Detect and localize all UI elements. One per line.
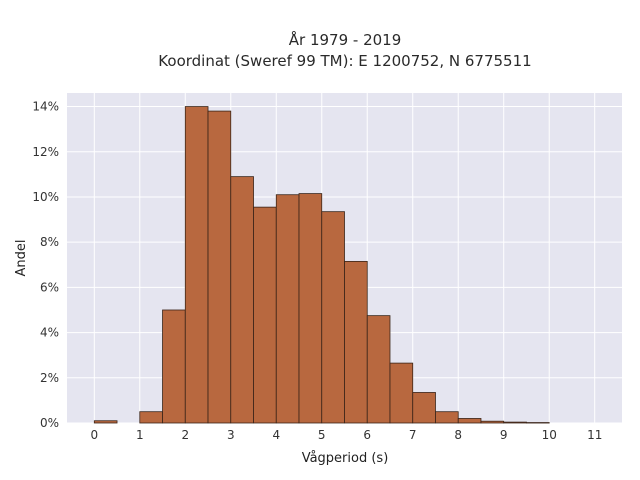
histogram-bar (526, 422, 550, 424)
x-tick-label: 0 (90, 428, 98, 442)
histogram-bar (162, 309, 186, 424)
y-tick-label: 6% (40, 280, 59, 294)
histogram-bar (435, 411, 459, 424)
histogram-bar (184, 106, 209, 424)
histogram-bar (139, 411, 163, 424)
x-axis-label: Vågperiod (s) (302, 451, 389, 466)
histogram-bar (457, 418, 482, 424)
chart-title-line-2: Koordinat (Sweref 99 TM): E 1200752, N 6… (158, 52, 531, 70)
y-axis-ticks: 0% 2% 4% 6% 8% 10% 12% 14% (32, 100, 59, 430)
histogram-bar (480, 420, 505, 424)
histogram-bar (298, 193, 323, 424)
x-tick-label: 3 (227, 428, 235, 442)
histogram-bar (275, 194, 300, 424)
histogram-bar (230, 176, 254, 424)
x-tick-label: 6 (363, 428, 371, 442)
x-tick-label: 4 (272, 428, 280, 442)
y-tick-label: 12% (32, 145, 59, 159)
x-tick-label: 8 (454, 428, 462, 442)
histogram-bar (389, 362, 414, 424)
y-tick-label: 4% (40, 326, 59, 340)
y-tick-label: 0% (40, 416, 59, 430)
y-tick-label: 14% (32, 100, 59, 114)
x-tick-label: 2 (181, 428, 189, 442)
histogram-bar (207, 110, 232, 424)
x-tick-label: 10 (542, 428, 557, 442)
y-tick-label: 2% (40, 371, 59, 385)
x-tick-label: 1 (136, 428, 144, 442)
histogram-bar (321, 211, 345, 424)
histogram-bar (253, 206, 277, 424)
x-tick-label: 9 (500, 428, 508, 442)
chart-title-line-1: År 1979 - 2019 (289, 30, 402, 49)
histogram-bar (412, 392, 436, 424)
x-tick-label: 11 (587, 428, 602, 442)
histogram-bar (93, 420, 118, 424)
y-tick-label: 8% (40, 235, 59, 249)
histogram-bar (503, 421, 527, 424)
x-tick-label: 7 (409, 428, 417, 442)
x-axis-ticks: 0 1 2 3 4 5 6 7 8 9 10 11 (90, 428, 602, 442)
bars (93, 106, 550, 424)
y-tick-label: 10% (32, 190, 59, 204)
histogram-bar (344, 260, 368, 424)
x-tick-label: 5 (318, 428, 326, 442)
histogram-bar (366, 315, 391, 424)
y-axis-label: Andel (14, 240, 29, 277)
